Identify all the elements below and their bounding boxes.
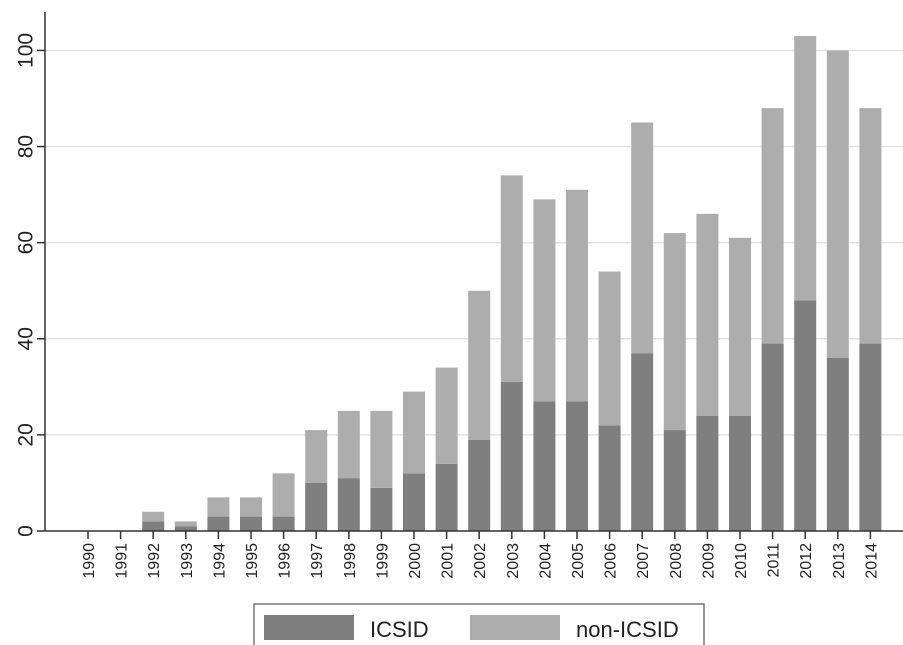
bar-non-icsid xyxy=(207,497,230,517)
x-tick-label: 2000 xyxy=(407,543,424,579)
x-tick-label: 1991 xyxy=(114,543,131,579)
x-tick-label: 1993 xyxy=(179,543,196,579)
bar-icsid xyxy=(598,425,621,531)
bar-icsid xyxy=(826,358,849,531)
bar-icsid xyxy=(435,463,458,531)
bar-non-icsid xyxy=(305,430,328,483)
bar-icsid xyxy=(500,382,523,531)
y-tick-label: 80 xyxy=(15,135,38,158)
bar-icsid xyxy=(403,473,425,531)
bar-non-icsid xyxy=(370,410,393,488)
x-tick-label: 2013 xyxy=(831,543,848,579)
bar-non-icsid xyxy=(859,108,882,344)
bar-non-icsid xyxy=(240,497,262,517)
y-tick-label: 20 xyxy=(15,423,38,446)
legend-label: non-ICSID xyxy=(576,617,679,642)
x-tick-label: 2003 xyxy=(505,543,522,579)
bar-icsid xyxy=(533,401,556,531)
bar-icsid xyxy=(337,478,360,531)
bar-non-icsid xyxy=(174,521,197,527)
bar-icsid xyxy=(794,300,817,531)
bar-icsid xyxy=(272,516,295,531)
bar-icsid xyxy=(174,526,197,531)
x-tick-label: 2004 xyxy=(537,543,554,579)
legend: ICSID non-ICSID xyxy=(253,603,705,645)
bar-non-icsid xyxy=(794,36,817,301)
x-tick-label: 1999 xyxy=(374,543,391,579)
bar-non-icsid xyxy=(272,473,295,517)
x-tick-label: 2008 xyxy=(668,543,685,579)
bar-non-icsid xyxy=(566,189,588,402)
bar-non-icsid xyxy=(826,50,849,358)
x-tick-label: 1998 xyxy=(342,543,359,579)
bar-icsid xyxy=(142,521,165,531)
bar-icsid xyxy=(370,487,393,531)
bar-non-icsid xyxy=(435,367,458,464)
x-tick-label: 1992 xyxy=(146,543,163,579)
x-tick-label: 2006 xyxy=(603,543,620,579)
x-tick-label: 1994 xyxy=(211,543,228,579)
bar-icsid xyxy=(566,401,588,531)
x-tick-label: 2010 xyxy=(733,543,750,579)
x-tick-label: 2014 xyxy=(863,543,880,579)
bar-non-icsid xyxy=(696,213,719,416)
axes: 0 20 40 60 80 100 1990 1991 1992 1993 1994 1995 1996… xyxy=(15,12,903,579)
y-tick-label: 0 xyxy=(15,525,38,537)
x-tick-label: 1995 xyxy=(244,543,261,579)
bar-non-icsid xyxy=(142,511,165,522)
bar-non-icsid xyxy=(500,175,523,383)
bars xyxy=(142,36,882,531)
bar-icsid xyxy=(631,353,654,531)
legend-swatch xyxy=(470,615,560,640)
x-tick-label: 2012 xyxy=(798,543,815,579)
bar-non-icsid xyxy=(729,237,751,416)
x-tick-label: 2011 xyxy=(766,543,783,578)
x-tick-label: 1997 xyxy=(309,543,326,579)
bar-icsid xyxy=(663,430,686,531)
bar-icsid xyxy=(305,482,328,531)
bar-non-icsid xyxy=(663,233,686,431)
x-tick-label: 2007 xyxy=(635,543,652,579)
bar-non-icsid xyxy=(468,290,491,440)
y-tick-label: 40 xyxy=(15,327,38,350)
x-tick-label: 2002 xyxy=(472,543,489,579)
bar-non-icsid xyxy=(631,122,654,354)
legend-swatch xyxy=(264,615,354,640)
bar-icsid xyxy=(696,415,719,531)
x-tick-label: 1996 xyxy=(277,543,294,579)
bar-icsid xyxy=(761,343,784,531)
bar-non-icsid xyxy=(533,199,556,402)
x-tick-label: 2005 xyxy=(570,543,587,579)
bar-icsid xyxy=(240,516,262,531)
bar-icsid xyxy=(859,343,882,531)
x-tick-label: 2009 xyxy=(700,543,717,579)
bar-icsid xyxy=(729,415,751,531)
y-tick-label: 60 xyxy=(15,231,38,254)
gridlines xyxy=(45,49,903,436)
bar-icsid xyxy=(207,516,230,531)
x-tick-label: 2001 xyxy=(440,543,457,579)
y-tick-label: 100 xyxy=(15,33,38,68)
legend-label: ICSID xyxy=(370,617,429,642)
bar-non-icsid xyxy=(598,271,621,426)
bar-non-icsid xyxy=(337,410,360,479)
bar-non-icsid xyxy=(761,108,784,344)
bar-icsid xyxy=(468,439,491,531)
x-tick-label: 1990 xyxy=(81,543,98,579)
bar-non-icsid xyxy=(403,391,425,474)
